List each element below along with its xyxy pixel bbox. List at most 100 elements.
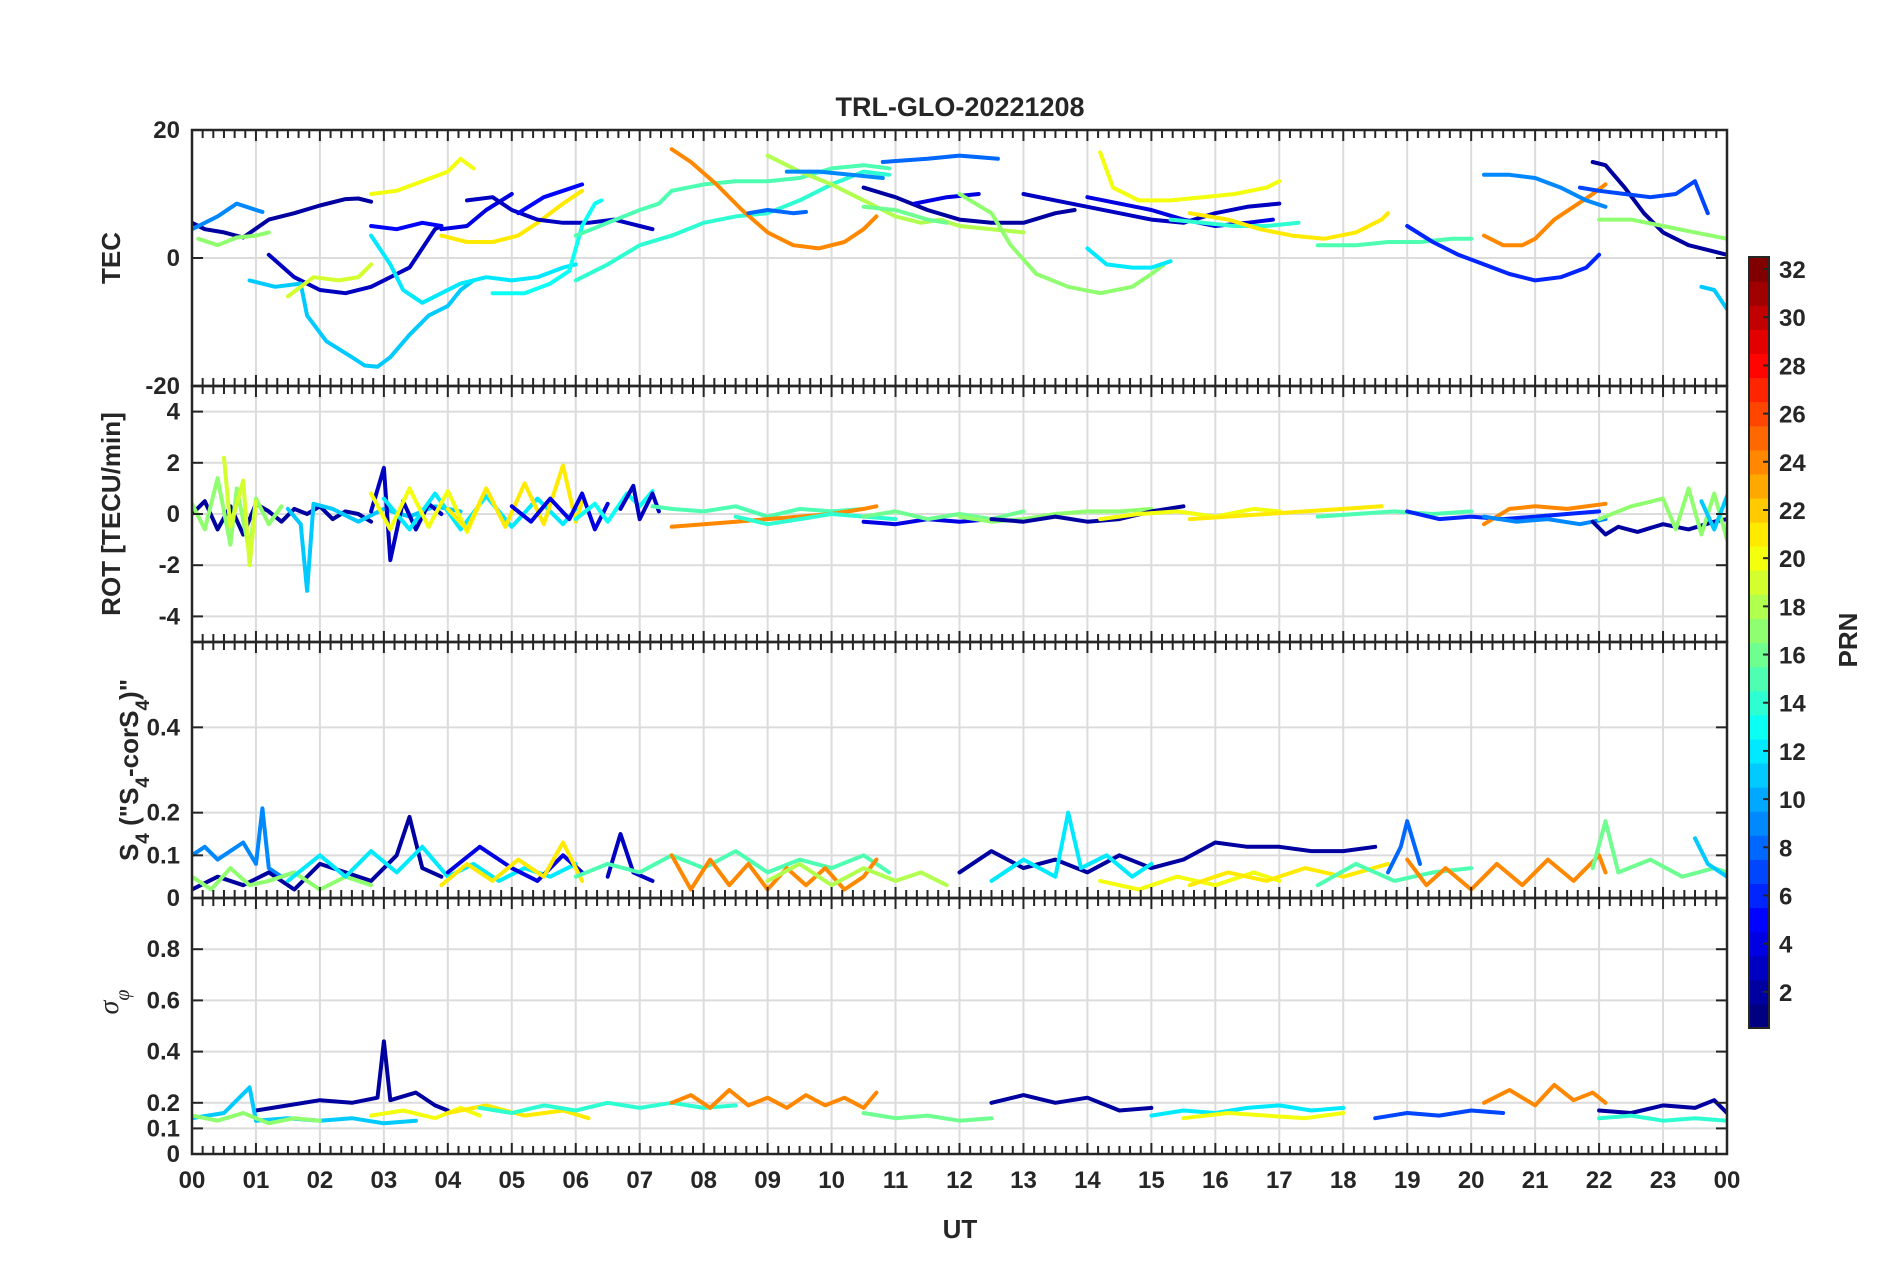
series-line-prn-21 <box>1187 504 1384 522</box>
colorbar-swatch <box>1749 1003 1769 1029</box>
series-line-prn-14 <box>1168 217 1301 228</box>
series-line-prn-8 <box>880 153 1000 164</box>
colorbar-swatch <box>1749 666 1769 692</box>
x-tick-label: 08 <box>690 1167 717 1194</box>
x-tick-label: 10 <box>818 1167 845 1194</box>
series-line-prn-18 <box>765 861 949 888</box>
series-line-prn-19 <box>285 262 374 299</box>
series-line-prn-15 <box>1315 509 1474 519</box>
x-tick-label: 05 <box>498 1167 525 1194</box>
series-line-prn-2 <box>957 840 1378 875</box>
colorbar-swatch <box>1749 353 1769 379</box>
series-line-prn-15 <box>573 163 892 238</box>
colorbar-tick-label: 20 <box>1779 546 1806 573</box>
colorbar-swatch <box>1749 329 1769 354</box>
colorbar-swatch <box>1749 642 1769 668</box>
y-tick-label: 0.1 <box>147 842 180 869</box>
colorbar-tick-label: 22 <box>1779 498 1806 525</box>
series-line-prn-4 <box>912 192 981 206</box>
series-line-prn-15 <box>1315 236 1474 248</box>
series-line-prn-12 <box>1085 246 1173 270</box>
grid <box>192 386 1727 642</box>
x-ticks <box>191 386 1728 642</box>
colorbar-swatch <box>1749 401 1769 427</box>
series-line-prn-21 <box>1187 861 1390 888</box>
series-line-prn-15 <box>1315 861 1474 888</box>
colorbar-tick-label: 6 <box>1779 883 1792 910</box>
y-tick-label: -20 <box>145 373 180 400</box>
series-line-prn-15 <box>573 849 892 879</box>
y-tick-label: 0 <box>167 245 180 272</box>
series-line-prn-6 <box>1405 224 1602 283</box>
series-line-prn-20 <box>1098 870 1282 892</box>
y-axis-label: S4 ("S4-corS4)" <box>114 679 154 861</box>
series-line-prn-2 <box>989 1093 1154 1113</box>
colorbar-swatch <box>1749 811 1769 836</box>
series-line-prn-24 <box>669 853 879 892</box>
x-tick-label: 22 <box>1586 1167 1613 1194</box>
colorbar-swatch <box>1749 449 1769 475</box>
series-line-prn-11 <box>1699 494 1727 532</box>
colorbar-swatch <box>1749 979 1769 1005</box>
series-line-prn-17 <box>192 1111 322 1126</box>
colorbar-tick-label: 24 <box>1779 450 1806 477</box>
series-line-prn-2 <box>192 196 374 240</box>
y-tick-label: -4 <box>159 603 181 630</box>
grid <box>192 898 1727 1154</box>
colorbar-swatch <box>1749 473 1769 499</box>
series-line-prn-12 <box>989 810 1154 883</box>
grid <box>192 642 1727 898</box>
series-line-prn-7 <box>1577 179 1710 216</box>
colorbar-frame <box>1748 256 1770 1029</box>
colorbar-swatch <box>1749 377 1769 403</box>
y-tick-label: 0.2 <box>147 1090 180 1117</box>
y-axis-label: ROT [TECU/min] <box>96 412 126 616</box>
series-line-prn-9 <box>784 169 885 180</box>
colorbar-swatch <box>1749 425 1769 451</box>
colorbar-label: PRN <box>1833 613 1863 668</box>
colorbar-swatch <box>1749 546 1769 571</box>
x-tick-label: 09 <box>754 1167 781 1194</box>
series-line-prn-8 <box>746 208 808 216</box>
series-line-prn-17 <box>1597 217 1727 241</box>
series-line-prn-14 <box>477 1100 738 1115</box>
colorbar-swatch <box>1749 257 1769 282</box>
series-line-prn-24 <box>669 147 879 251</box>
y-tick-label: 0.4 <box>147 714 181 741</box>
series-line-prn-4 <box>445 844 585 883</box>
series-line-prn-24 <box>1482 501 1608 527</box>
x-axis-label: UT <box>943 1214 978 1244</box>
x-tick-label: 12 <box>946 1167 973 1194</box>
series-line-prn-21 <box>445 1103 591 1121</box>
colorbar-swatch <box>1749 497 1769 523</box>
colorbar-swatch <box>1749 883 1769 909</box>
y-tick-label: -2 <box>159 552 180 579</box>
y-tick-label: 0.1 <box>147 1115 180 1142</box>
x-tick-label: 21 <box>1522 1167 1549 1194</box>
series-line-prn-20 <box>1098 506 1282 522</box>
series-line-prn-3 <box>605 832 655 883</box>
series-line-prn-17 <box>957 192 1167 296</box>
series-line-prn-16 <box>1590 819 1727 879</box>
series-line-prn-9 <box>1482 172 1608 209</box>
series-line-prn-12 <box>381 491 578 532</box>
colorbar-tick-label: 16 <box>1779 643 1806 670</box>
x-tick-label: 20 <box>1458 1167 1485 1194</box>
x-tick-label: 01 <box>243 1167 270 1194</box>
series-line-prn-2 <box>861 185 1077 225</box>
series-line-prn-17 <box>1597 486 1727 542</box>
colorbar-swatch <box>1749 522 1769 547</box>
panel-rot: 4 2 0 -2 -4 ROT [TECU/min] <box>96 384 1729 644</box>
series-line-prn-20 <box>369 156 476 196</box>
x-ticks <box>191 130 1728 386</box>
y-tick-label: 0.2 <box>147 800 180 827</box>
series-line-prn-21 <box>445 463 585 532</box>
colorbar-swatch <box>1749 787 1769 812</box>
series-line-prn-20 <box>1098 150 1282 203</box>
grid <box>192 130 1727 386</box>
series-line-prn-20 <box>1181 1111 1346 1121</box>
series-line-prn-11 <box>247 278 476 369</box>
series-line-prn-21 <box>1187 211 1390 241</box>
colorbar-swatch <box>1749 594 1769 620</box>
